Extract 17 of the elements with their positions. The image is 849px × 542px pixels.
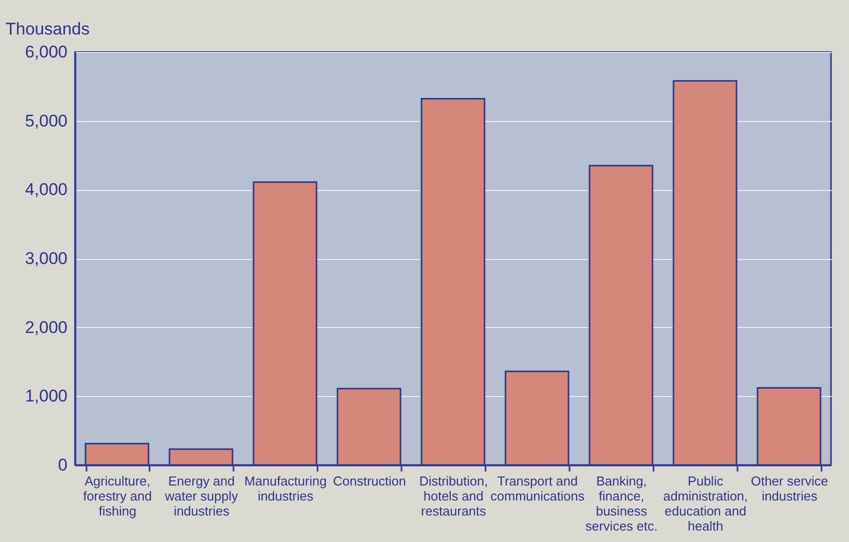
x-tick-label: Distribution, hotels and restaurants [419,474,488,518]
y-tick-label: 0 [58,456,68,474]
y-tick-label: 5,000 [24,111,68,130]
y-axis-title: Thousands [6,20,90,38]
y-tick-label: 4,000 [24,180,68,200]
y-tick-label: 1,000 [24,386,68,406]
y-tick-label: 6,000 [24,42,68,62]
x-tick-label: Public administration, education and health [663,474,748,534]
x-tick-label: Transport and communications [490,474,585,504]
y-tick-label: 3,000 [24,249,68,268]
x-tick-label: Energy and water supply industries [164,474,238,518]
x-tick-label: Construction [333,474,406,488]
x-tick-label: Manufacturing industries [244,474,327,504]
y-tick-label: 2,000 [24,318,68,337]
x-tick-label: Agriculture, forestry and fishing [83,474,152,518]
x-tick-label: Banking, finance, business services etc. [585,474,658,534]
x-tick-label: Other service industries [750,474,828,504]
